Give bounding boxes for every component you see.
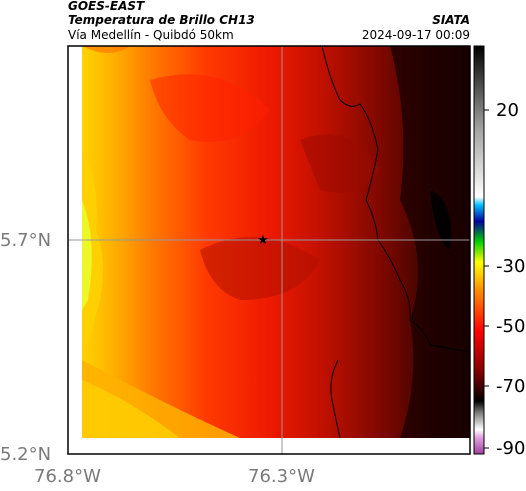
colorbar-label-minus30: -30 — [496, 256, 526, 277]
satellite-title: GOES-EAST — [68, 0, 145, 13]
map-frame — [67, 45, 471, 455]
star-marker: ★ — [257, 233, 269, 248]
colorbar-label-20: 20 — [496, 100, 519, 121]
route-subtitle: Vía Medellín - Quibdó 50km — [68, 28, 234, 42]
colorbar-label-minus50: -50 — [496, 316, 526, 337]
brightness-temperature-field — [82, 45, 471, 454]
lat-label-5.7: 5.7°N — [0, 230, 52, 251]
lon-label-76.8: 76.8°W — [34, 466, 101, 487]
source-label: SIATA — [432, 13, 470, 27]
colorbar-label-minus90: -90 — [496, 438, 526, 459]
lon-label-76.3: 76.3°W — [248, 466, 315, 487]
product-title: Temperatura de Brillo CH13 — [68, 13, 255, 27]
colorbar-label-minus70: -70 — [496, 376, 526, 397]
lat-label-5.2: 5.2°N — [0, 444, 52, 465]
colorbar — [473, 45, 485, 455]
datetime-label: 2024-09-17 00:09 — [361, 28, 470, 42]
colorbar-ticks — [484, 109, 489, 449]
